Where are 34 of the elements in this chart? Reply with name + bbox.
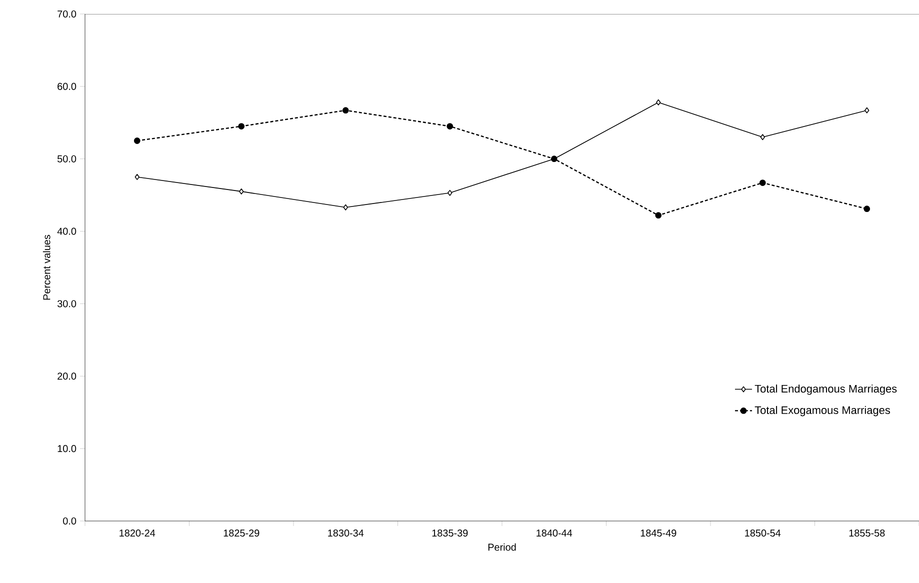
legend-label: Total Endogamous Marriages xyxy=(754,384,897,395)
point xyxy=(446,123,454,130)
point xyxy=(656,99,661,106)
y-tick-label: 40.0 xyxy=(57,228,76,235)
x-tick-label: 1835-39 xyxy=(432,530,468,537)
point xyxy=(134,174,140,180)
point xyxy=(343,204,348,210)
y-tick-label: 30.0 xyxy=(57,300,76,308)
point xyxy=(134,138,140,144)
legend-label: Total Exogamous Marriages xyxy=(754,406,890,416)
point xyxy=(342,107,349,114)
x-tick-label: 1840-44 xyxy=(536,530,572,537)
point xyxy=(238,123,245,130)
y-tick-label: 10.0 xyxy=(58,445,76,452)
y-axis-title: Percent values xyxy=(42,234,50,300)
x-tick-label: 1855-58 xyxy=(849,530,885,537)
point xyxy=(655,212,662,219)
point xyxy=(239,188,244,194)
y-tick-label: 60.0 xyxy=(58,82,76,90)
point xyxy=(448,190,452,196)
y-tick-label: 0.0 xyxy=(63,517,76,525)
y-tick-label: 70.0 xyxy=(58,10,76,18)
x-axis-title: Period xyxy=(488,543,516,551)
x-tick-label: 1830-34 xyxy=(328,530,364,537)
point xyxy=(759,180,766,186)
y-tick-label: 20.0 xyxy=(58,372,76,380)
x-tick-label: 1850-54 xyxy=(745,530,781,537)
point xyxy=(864,206,870,212)
x-tick-label: 1820-24 xyxy=(120,530,156,537)
point xyxy=(760,134,765,140)
y-tick-label: 50.0 xyxy=(57,155,76,162)
x-tick-label: 1825-29 xyxy=(224,530,260,537)
point xyxy=(864,107,870,114)
x-tick-label: 1845-49 xyxy=(640,530,676,537)
